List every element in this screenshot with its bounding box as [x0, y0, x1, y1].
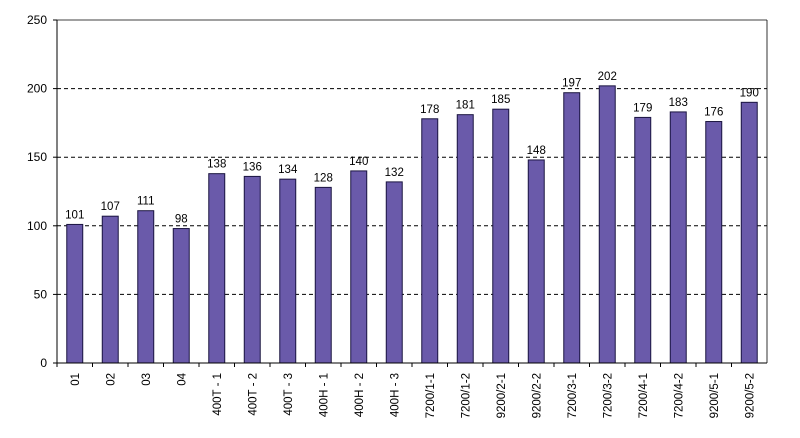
- bar-400t-2: [243, 175, 261, 364]
- data-label: 197: [562, 78, 581, 90]
- data-label: 202: [598, 71, 617, 83]
- bar-400h-1: [314, 186, 332, 364]
- data-label: 134: [278, 164, 298, 176]
- data-label: 101: [65, 209, 84, 221]
- bars: [66, 85, 758, 364]
- x-tick-label: 7200/4-2: [673, 373, 685, 418]
- y-tick-label: 50: [34, 287, 48, 301]
- x-tick-label: 400T - 3: [283, 373, 295, 416]
- data-label: 181: [456, 100, 475, 112]
- bar-01: [66, 223, 84, 364]
- grid-lines: [57, 88, 767, 295]
- data-label: 138: [207, 159, 226, 171]
- y-tick-label: 200: [27, 82, 47, 96]
- data-label: 179: [633, 102, 652, 114]
- bar-400h-3: [385, 181, 403, 364]
- bar-400t-1: [208, 173, 226, 364]
- x-tick-label: 400H - 2: [354, 373, 366, 417]
- x-tick-label: 04: [176, 372, 188, 385]
- x-tick-label: 7200/1-1: [425, 373, 437, 418]
- x-tick-label: 400T - 2: [247, 373, 259, 416]
- data-label: 190: [740, 87, 759, 99]
- x-tick-label: 01: [70, 373, 82, 386]
- x-tick-label: 400T - 1: [212, 373, 224, 416]
- bar-9200-5-1: [705, 121, 723, 364]
- data-label: 98: [175, 214, 188, 226]
- bar-7200-1-2: [456, 114, 474, 364]
- x-tick-label: 9200/2-2: [531, 373, 543, 418]
- data-label: 132: [385, 167, 404, 179]
- bar-9200-5-2: [740, 101, 758, 364]
- x-tick-label: 9200/5-2: [744, 373, 756, 418]
- data-label: 178: [420, 104, 439, 116]
- x-tick-label: 7200/4-1: [638, 373, 650, 418]
- data-label: 107: [101, 201, 120, 213]
- data-label: 111: [137, 196, 154, 208]
- x-tick-label: 7200/3-1: [567, 373, 579, 418]
- data-label: 176: [704, 107, 723, 119]
- x-tick-label: 9200/5-1: [709, 373, 721, 418]
- bar-400t-3: [279, 178, 297, 364]
- bar-9200-2-2: [527, 159, 545, 364]
- x-tick-label: 400H - 1: [318, 373, 330, 417]
- x-tick-label: 02: [105, 373, 117, 386]
- bar-400h-2: [350, 170, 368, 364]
- data-label: 136: [243, 161, 262, 173]
- data-label: 185: [491, 94, 510, 106]
- x-tick-label: 7200/3-2: [602, 373, 614, 418]
- bar-7200-3-2: [598, 85, 616, 364]
- x-tick-label: 9200/2-1: [496, 373, 508, 418]
- data-label: 128: [314, 172, 333, 184]
- y-tick-label: 0: [40, 356, 47, 370]
- y-tick-label: 250: [27, 13, 47, 27]
- y-tick-label: 150: [27, 150, 47, 164]
- x-tick-label: 400H - 3: [389, 373, 401, 417]
- bar-02: [101, 215, 119, 364]
- bar-9200-2-1: [492, 108, 510, 364]
- axes: [53, 19, 768, 367]
- labels: 0 50 100 150 200 250 101 01 107 02 111 03 98 04 138 400…: [27, 13, 759, 418]
- x-tick-label: 7200/1-2: [460, 373, 472, 418]
- bar-7200-4-1: [634, 116, 652, 364]
- x-tick-label: 03: [141, 373, 153, 386]
- bar-03: [137, 210, 155, 364]
- bar-7200-3-1: [563, 92, 581, 364]
- data-label: 148: [527, 145, 546, 157]
- data-label: 140: [349, 156, 368, 168]
- bar-7200-4-2: [669, 111, 687, 364]
- bar-7200-1-1: [421, 118, 439, 364]
- y-tick-label: 100: [27, 219, 47, 233]
- bar-04: [172, 228, 190, 364]
- data-label: 183: [669, 97, 688, 109]
